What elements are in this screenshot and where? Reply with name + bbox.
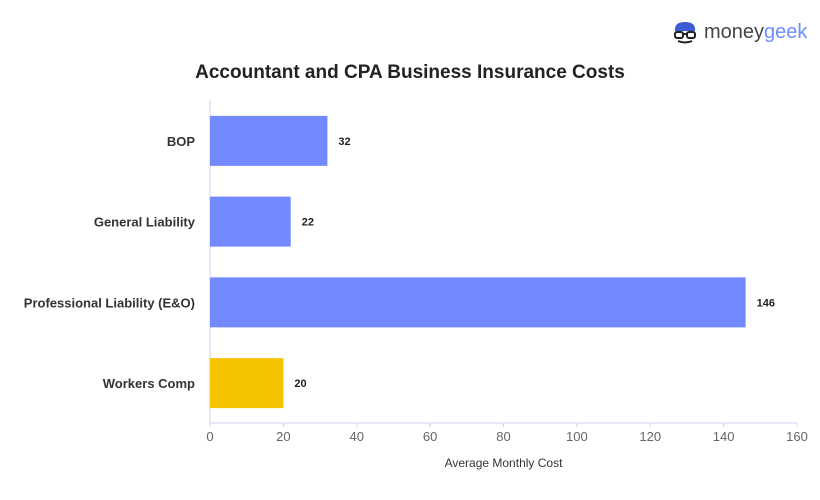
moneygeek-logo: money geek	[672, 20, 807, 44]
x-tick-label: 40	[350, 429, 364, 444]
logo-text-money: money	[704, 20, 765, 43]
category-label: Workers Comp	[103, 376, 195, 391]
category-label: BOP	[167, 134, 196, 149]
x-tick-label: 160	[786, 429, 808, 444]
x-tick-label: 100	[566, 429, 588, 444]
bar	[210, 196, 291, 247]
bar	[210, 277, 746, 328]
x-tick-label: 60	[423, 429, 437, 444]
chart-title: Accountant and CPA Business Insurance Co…	[195, 62, 625, 83]
data-label: 22	[302, 217, 314, 229]
x-tick-label: 20	[276, 429, 290, 444]
x-tick-label: 120	[639, 429, 661, 444]
data-label: 146	[757, 297, 775, 309]
category-label: Professional Liability (E&O)	[24, 295, 195, 310]
bar	[210, 115, 328, 166]
x-tick-label: 0	[206, 429, 213, 444]
data-label: 20	[294, 378, 306, 390]
bar	[210, 358, 284, 409]
geek-mascot-icon	[674, 22, 696, 44]
x-axis-title: Average Monthly Cost	[445, 456, 564, 470]
data-label: 32	[338, 136, 350, 148]
x-tick-label: 80	[496, 429, 510, 444]
x-tick-label: 140	[713, 429, 735, 444]
logo-text-geek: geek	[764, 20, 808, 43]
category-label: General Liability	[94, 215, 196, 230]
